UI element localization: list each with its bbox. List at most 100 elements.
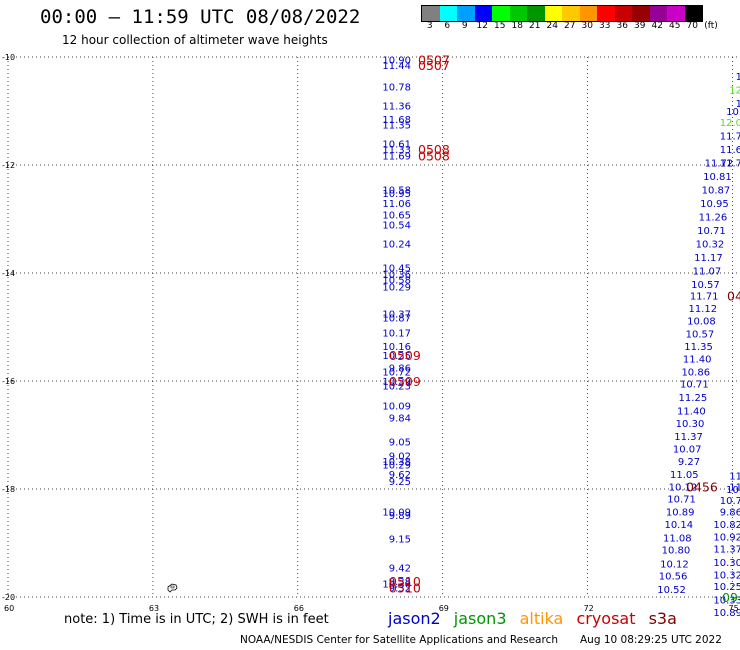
swh-label: 10.89: [666, 508, 695, 519]
swh-label: 1: [736, 72, 740, 83]
color-legend-labels: 3 6 9 12 15 18 21 24 27 30 33 36 39 42 45 70 (ft): [421, 21, 721, 31]
swh-label: 11: [729, 482, 740, 493]
swh-label: 10.30: [713, 558, 740, 569]
swh-label: 10.38: [382, 457, 411, 468]
legend-tick: 42: [651, 21, 663, 31]
swh-label: 9.42: [389, 563, 411, 574]
swh-label: 09: [722, 590, 738, 605]
time-label: 0510: [389, 580, 421, 595]
lon-tick-label: 75: [729, 604, 739, 613]
swh-label: 11.33: [382, 145, 411, 156]
swh-label: 10.25: [713, 582, 740, 593]
swh-label: 10.90: [382, 56, 411, 67]
legend-tick: 12: [476, 21, 488, 31]
swh-label: 10.52: [657, 585, 686, 596]
legend-swatch: [632, 6, 650, 21]
swh-label: 10.54: [382, 220, 411, 231]
lat-tick-label: -10: [2, 53, 15, 62]
swh-label: 10.32: [696, 239, 725, 250]
swh-label: 10.16: [382, 342, 411, 353]
swh-label: 9.62: [389, 470, 411, 481]
legend-swatch: [474, 6, 492, 21]
time-label: 0508: [418, 142, 450, 157]
swh-label: 11.08: [663, 534, 692, 545]
swh-label: 10.61: [382, 139, 411, 150]
swh-label: 11.44: [382, 61, 411, 72]
swh-label: 10.95: [382, 189, 411, 200]
legend-swatch: [492, 6, 510, 21]
swh-label: 1: [736, 99, 740, 110]
swh-label: 10.25: [382, 351, 411, 362]
swh-label: 11.26: [699, 212, 728, 223]
swh-label: 9.38: [389, 577, 411, 588]
swh-label: 10.87: [382, 313, 411, 324]
wave-height-labels: 10.9011.4410.7811.3611.6811.3510.6111.33…: [382, 53, 740, 619]
lat-tick-label: -20: [2, 593, 15, 602]
swh-label: 9.32: [389, 583, 411, 594]
swh-label: 10.57: [686, 329, 715, 340]
legend-swatch: [649, 6, 667, 21]
swh-label: 11.17: [694, 253, 723, 264]
footer-note: note: 1) Time is in UTC; 2) SWH is in fe…: [64, 612, 329, 627]
legend-tick: 15: [494, 21, 506, 31]
swh-label: 11.6: [720, 145, 740, 156]
swh-label: 10.58: [382, 275, 411, 286]
swh-label: 10.17: [382, 328, 411, 339]
swh-label: 10.09: [382, 401, 411, 412]
swh-label: 10.71: [697, 226, 726, 237]
lat-tick-label: -16: [2, 377, 15, 386]
swh-label: 9.02: [389, 452, 411, 463]
time-label: 0508: [418, 148, 450, 163]
time-label: 0507: [418, 58, 450, 73]
swh-label: 9.84: [389, 414, 411, 425]
swh-label: 10.: [726, 107, 740, 118]
map-title: 00:00 – 11:59 UTC 08/08/2022: [40, 6, 361, 28]
time-label: 0510: [389, 574, 421, 589]
legend-swatch: [422, 6, 440, 21]
swh-label: 9.05: [389, 437, 411, 448]
swh-label: 10.14: [664, 520, 693, 531]
satellite-legend: jason2 jason3 altika cryosat s3a: [388, 609, 685, 628]
swh-label: 10.12: [660, 560, 689, 571]
swh-label: 10.71: [680, 380, 709, 391]
swh-label: 11.05: [670, 470, 699, 481]
swh-label: 10.30: [676, 419, 705, 430]
lat-tick-label: -14: [2, 269, 15, 278]
swh-label: 11.06: [382, 199, 411, 210]
swh-label: 10.89: [713, 608, 740, 619]
legend-tick: 24: [546, 21, 558, 31]
swh-label: 11.12: [688, 304, 717, 315]
legend-tick: 18: [511, 21, 523, 31]
legend-swatch: [684, 6, 702, 21]
time-label: 0456: [686, 479, 718, 494]
sat-cryosat: cryosat: [576, 609, 636, 628]
legend-tick: 3: [426, 21, 433, 31]
legend-tick: 21: [529, 21, 541, 31]
swh-label: 10.7: [720, 496, 740, 507]
island-outline-inner: [170, 585, 175, 589]
swh-label: 11.7: [720, 158, 740, 169]
swh-label: 10.: [726, 485, 740, 496]
swh-label: 10.57: [691, 280, 720, 291]
credit-text: NOAA/NESDIS Center for Satellite Applica…: [240, 634, 558, 646]
swh-label: 10.36: [382, 580, 411, 591]
swh-label: 11.71: [690, 292, 719, 303]
time-label: 0509: [389, 374, 421, 389]
time-label: 0507: [418, 53, 450, 68]
sat-jason3: jason3: [453, 609, 507, 628]
lon-tick-label: 66: [294, 604, 304, 613]
swh-label: 10.32: [713, 570, 740, 581]
legend-swatch: [667, 6, 685, 21]
legend-swatch: [562, 6, 580, 21]
lat-tick-label: -18: [2, 485, 15, 494]
lon-tick-label: 60: [4, 604, 14, 613]
swh-label: 10.08: [687, 317, 716, 328]
swh-label: 10.45: [382, 264, 411, 275]
swh-label: 10.23: [382, 381, 411, 392]
swh-label: 9.27: [678, 457, 700, 468]
swh-label: 11.37: [713, 544, 740, 555]
time-label: 04: [727, 289, 740, 304]
map-subtitle: 12 hour collection of altimeter wave hei…: [62, 33, 328, 47]
swh-label: 11: [729, 472, 740, 483]
